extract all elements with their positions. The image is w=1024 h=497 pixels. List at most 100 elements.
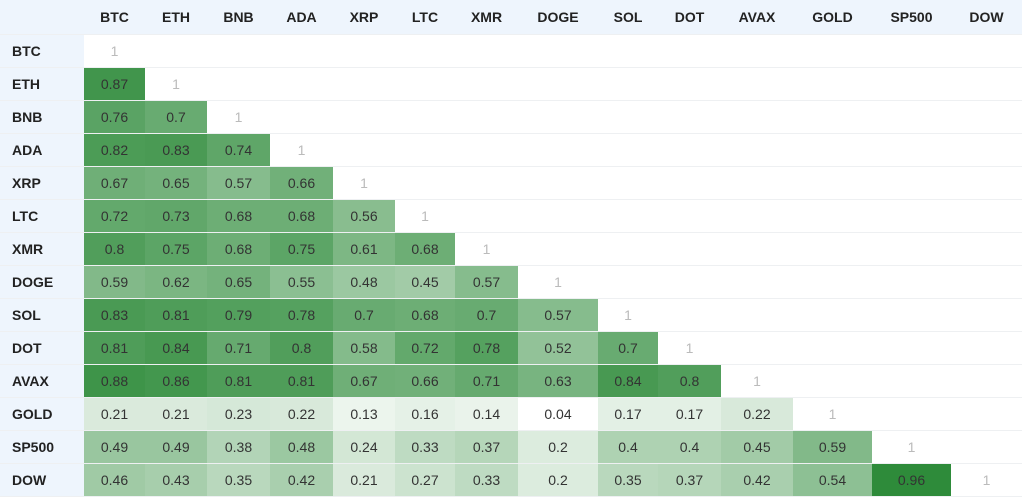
cell: 0.21 — [333, 463, 395, 497]
empty-cell — [658, 133, 721, 167]
cell: 0.13 — [333, 397, 395, 431]
empty-cell — [951, 100, 1022, 134]
cell: 0.67 — [84, 166, 145, 200]
cell: 1 — [333, 166, 395, 200]
empty-cell — [951, 133, 1022, 167]
empty-cell — [395, 166, 455, 200]
cell: 0.62 — [145, 265, 207, 299]
empty-cell — [951, 364, 1022, 398]
cell: 0.75 — [145, 232, 207, 266]
cell: 0.27 — [395, 463, 455, 497]
empty-cell — [872, 397, 951, 431]
cell: 0.56 — [333, 199, 395, 233]
cell: 0.66 — [270, 166, 333, 200]
empty-cell — [951, 166, 1022, 200]
cell: 0.65 — [145, 166, 207, 200]
column-header: XRP — [333, 0, 395, 35]
empty-cell — [793, 331, 872, 365]
cell: 0.24 — [333, 430, 395, 464]
empty-cell — [721, 166, 793, 200]
cell: 0.88 — [84, 364, 145, 398]
empty-cell — [793, 265, 872, 299]
cell: 1 — [518, 265, 598, 299]
empty-cell — [793, 364, 872, 398]
cell: 0.82 — [84, 133, 145, 167]
cell: 0.8 — [270, 331, 333, 365]
cell: 0.81 — [84, 331, 145, 365]
cell: 0.14 — [455, 397, 518, 431]
empty-cell — [872, 331, 951, 365]
empty-cell — [598, 34, 658, 68]
row-header: GOLD — [0, 397, 84, 431]
empty-cell — [721, 34, 793, 68]
cell: 0.57 — [518, 298, 598, 332]
cell: 0.81 — [207, 364, 270, 398]
empty-cell — [951, 232, 1022, 266]
empty-cell — [951, 265, 1022, 299]
empty-cell — [455, 34, 518, 68]
cell: 0.78 — [270, 298, 333, 332]
empty-cell — [951, 430, 1022, 464]
cell: 0.76 — [84, 100, 145, 134]
empty-cell — [793, 199, 872, 233]
column-header: SP500 — [872, 0, 951, 35]
empty-cell — [455, 133, 518, 167]
empty-cell — [658, 232, 721, 266]
cell: 1 — [721, 364, 793, 398]
cell: 0.37 — [455, 430, 518, 464]
empty-cell — [598, 67, 658, 101]
empty-cell — [721, 199, 793, 233]
cell: 0.16 — [395, 397, 455, 431]
cell: 1 — [455, 232, 518, 266]
row-header: DOW — [0, 463, 84, 497]
cell: 0.96 — [872, 463, 951, 497]
empty-cell — [872, 364, 951, 398]
cell: 0.57 — [455, 265, 518, 299]
empty-cell — [721, 100, 793, 134]
empty-cell — [207, 67, 270, 101]
cell: 0.68 — [395, 232, 455, 266]
empty-cell — [951, 331, 1022, 365]
column-header: ADA — [270, 0, 333, 35]
empty-cell — [598, 133, 658, 167]
cell: 0.71 — [455, 364, 518, 398]
cell: 0.48 — [333, 265, 395, 299]
empty-cell — [395, 133, 455, 167]
cell: 0.21 — [84, 397, 145, 431]
empty-cell — [518, 166, 598, 200]
column-header: XMR — [455, 0, 518, 35]
cell: 0.35 — [598, 463, 658, 497]
empty-cell — [598, 232, 658, 266]
row: ADA 0.82 0.83 0.74 1 — [0, 133, 1022, 167]
row-header: DOT — [0, 331, 84, 365]
column-header: GOLD — [793, 0, 872, 35]
empty-cell — [518, 199, 598, 233]
row-header: SP500 — [0, 430, 84, 464]
cell: 0.55 — [270, 265, 333, 299]
row: BTC 1 — [0, 34, 1022, 68]
cell: 0.22 — [270, 397, 333, 431]
cell: 0.74 — [207, 133, 270, 167]
cell: 0.73 — [145, 199, 207, 233]
cell: 0.42 — [270, 463, 333, 497]
column-header: ETH — [145, 0, 207, 35]
cell: 1 — [145, 67, 207, 101]
column-header: SOL — [598, 0, 658, 35]
cell: 1 — [872, 430, 951, 464]
cell: 0.52 — [518, 331, 598, 365]
empty-cell — [598, 199, 658, 233]
row: BNB 0.76 0.7 1 — [0, 100, 1022, 134]
cell: 0.33 — [395, 430, 455, 464]
row-header: BNB — [0, 100, 84, 134]
cell: 0.17 — [598, 397, 658, 431]
cell: 0.68 — [207, 199, 270, 233]
row: SP500 0.49 0.49 0.38 0.48 0.24 0.33 0.37 0.2 0.4 0… — [0, 430, 1022, 464]
cell: 0.87 — [84, 67, 145, 101]
empty-cell — [872, 100, 951, 134]
empty-cell — [333, 34, 395, 68]
cell: 1 — [395, 199, 455, 233]
empty-cell — [721, 67, 793, 101]
row: SOL 0.83 0.81 0.79 0.78 0.7 0.68 0.7 0.57 1 — [0, 298, 1022, 332]
row: DOGE 0.59 0.62 0.65 0.55 0.48 0.45 0.57 1 — [0, 265, 1022, 299]
row-header: LTC — [0, 199, 84, 233]
